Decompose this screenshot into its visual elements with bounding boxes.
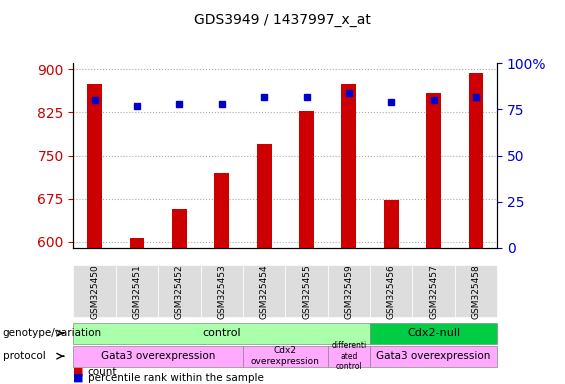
Text: Gata3 overexpression: Gata3 overexpression [376,351,491,361]
Text: count: count [88,367,117,377]
Bar [299,111,314,248]
Text: GSM325450: GSM325450 [90,265,99,319]
Text: GSM325454: GSM325454 [260,265,268,319]
Text: genotype/variation: genotype/variation [3,328,102,338]
Text: GDS3949 / 1437997_x_at: GDS3949 / 1437997_x_at [194,13,371,27]
Bar [426,93,441,248]
Bar [87,84,102,248]
Text: Cdx2-null: Cdx2-null [407,328,460,338]
Text: percentile rank within the sample: percentile rank within the sample [88,373,263,383]
Text: ■: ■ [73,367,84,377]
Bar [341,84,357,248]
Text: differenti
ated
control: differenti ated control [331,341,367,371]
Text: Gata3 overexpression: Gata3 overexpression [101,351,215,361]
Bar [214,173,229,248]
Text: GSM325451: GSM325451 [133,265,141,319]
Text: GSM325458: GSM325458 [472,265,480,319]
Bar [468,73,484,248]
Text: GSM325456: GSM325456 [387,265,396,319]
Bar [129,238,145,248]
Text: ■: ■ [73,373,84,383]
Text: control: control [202,328,241,338]
Text: GSM325457: GSM325457 [429,265,438,319]
Text: protocol: protocol [3,351,46,361]
Bar [172,209,187,248]
Text: Cdx2
overexpression: Cdx2 overexpression [251,346,320,366]
Bar [257,144,272,248]
Text: GSM325455: GSM325455 [302,265,311,319]
Text: GSM325459: GSM325459 [345,265,353,319]
Bar [384,200,399,248]
Text: GSM325452: GSM325452 [175,265,184,319]
Text: GSM325453: GSM325453 [218,265,226,319]
